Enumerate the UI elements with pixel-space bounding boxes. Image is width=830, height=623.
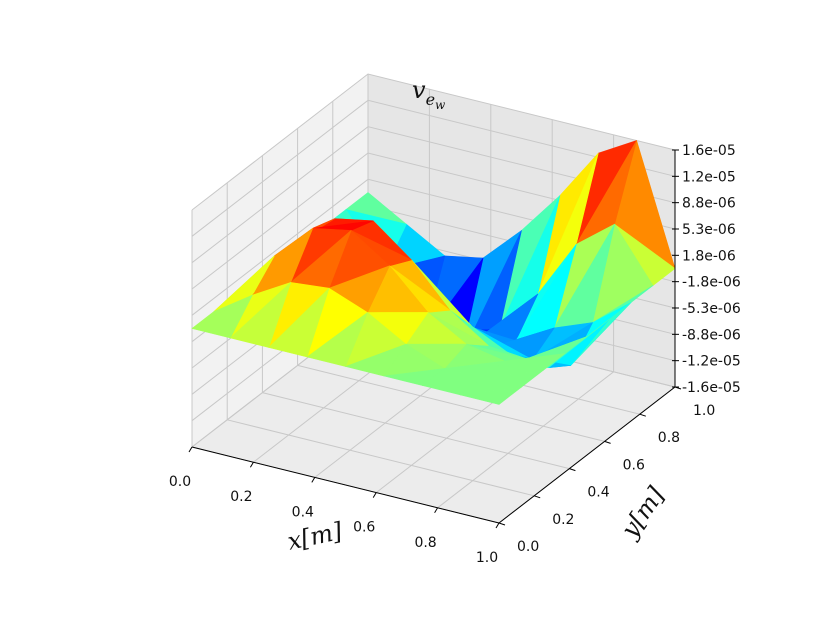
- chart-title-subsubscript: w: [435, 98, 446, 112]
- surface-facet: [306, 312, 368, 367]
- x-tick-label: 0.2: [230, 489, 252, 505]
- y-axis-label: y[m]: [615, 481, 670, 543]
- surface-facet: [345, 343, 407, 377]
- z-tick-label: -1.8e-06: [682, 275, 741, 291]
- floor-gridline-y: [262, 392, 570, 470]
- y-tick-label: 0.6: [623, 457, 645, 473]
- x-tick-label: 0.6: [353, 520, 375, 536]
- z-tick-label: 1.8e-06: [682, 248, 736, 264]
- chart-tick-labels: 0.0 0.2 0.4 0.6 0.8 1.0 0.0 0.2 0.4 0.6 0.8 1.0 -1.6…: [169, 143, 741, 566]
- surface-facet: [268, 287, 330, 358]
- chart-title-subscript: e: [426, 90, 435, 109]
- y-tick-label: 0.2: [552, 512, 574, 528]
- surface-facet: [421, 377, 483, 396]
- chart-title: vew: [412, 76, 446, 112]
- z-tick-label: 8.8e-06: [682, 196, 736, 212]
- chart-title-main: v: [412, 76, 426, 104]
- wall-gridline-z: [191, 99, 676, 237]
- y-tick-mark: [604, 440, 611, 444]
- z-tick-label: 1.2e-05: [682, 169, 736, 185]
- x-tick-label: 0.4: [292, 504, 314, 520]
- y-tick-label: 0.8: [658, 430, 680, 446]
- z-tick-label: -5.3e-06: [682, 301, 741, 317]
- x-axis-label: x[m]: [285, 517, 345, 556]
- z-tick-label: 5.3e-06: [682, 222, 736, 238]
- x-tick-label: 0.0: [169, 474, 191, 490]
- x-tick-mark: [188, 446, 193, 453]
- z-tick-label: -8.8e-06: [682, 327, 741, 343]
- chart-axes: [188, 149, 682, 529]
- x-tick-label: 1.0: [476, 550, 498, 566]
- surface-facet: [230, 282, 292, 348]
- y-axis-line: [498, 386, 676, 524]
- y-tick-mark: [534, 495, 541, 499]
- wall-gridline-z: [191, 73, 676, 211]
- surface-facet: [383, 368, 445, 386]
- floor-gridline-x: [437, 371, 614, 509]
- y-tick-mark: [569, 468, 576, 472]
- y-tick-label: 1.0: [693, 403, 715, 419]
- wall-gridline-z: [191, 126, 676, 264]
- x-tick-mark: [311, 477, 316, 483]
- y-tick-mark: [639, 413, 646, 417]
- surface-facet: [191, 294, 253, 339]
- x-tick-mark: [495, 522, 500, 529]
- floor-gridline-y: [297, 364, 605, 442]
- y-tick-label: 0.0: [517, 539, 539, 555]
- surface-facet: [460, 387, 522, 405]
- z-tick-label: 1.6e-05: [682, 143, 736, 159]
- y-tick-label: 0.4: [587, 485, 609, 501]
- x-tick-mark: [249, 461, 254, 468]
- z-tick-label: -1.6e-05: [682, 380, 741, 396]
- x-tick-mark: [372, 492, 377, 498]
- x-axis-line: [191, 446, 500, 524]
- x-tick-mark: [434, 507, 439, 514]
- z-tick-label: -1.2e-05: [682, 354, 741, 370]
- floor-gridline-y: [227, 419, 535, 497]
- chart-surface: [191, 140, 676, 405]
- y-tick-mark: [498, 522, 506, 526]
- x-tick-label: 0.8: [414, 535, 436, 551]
